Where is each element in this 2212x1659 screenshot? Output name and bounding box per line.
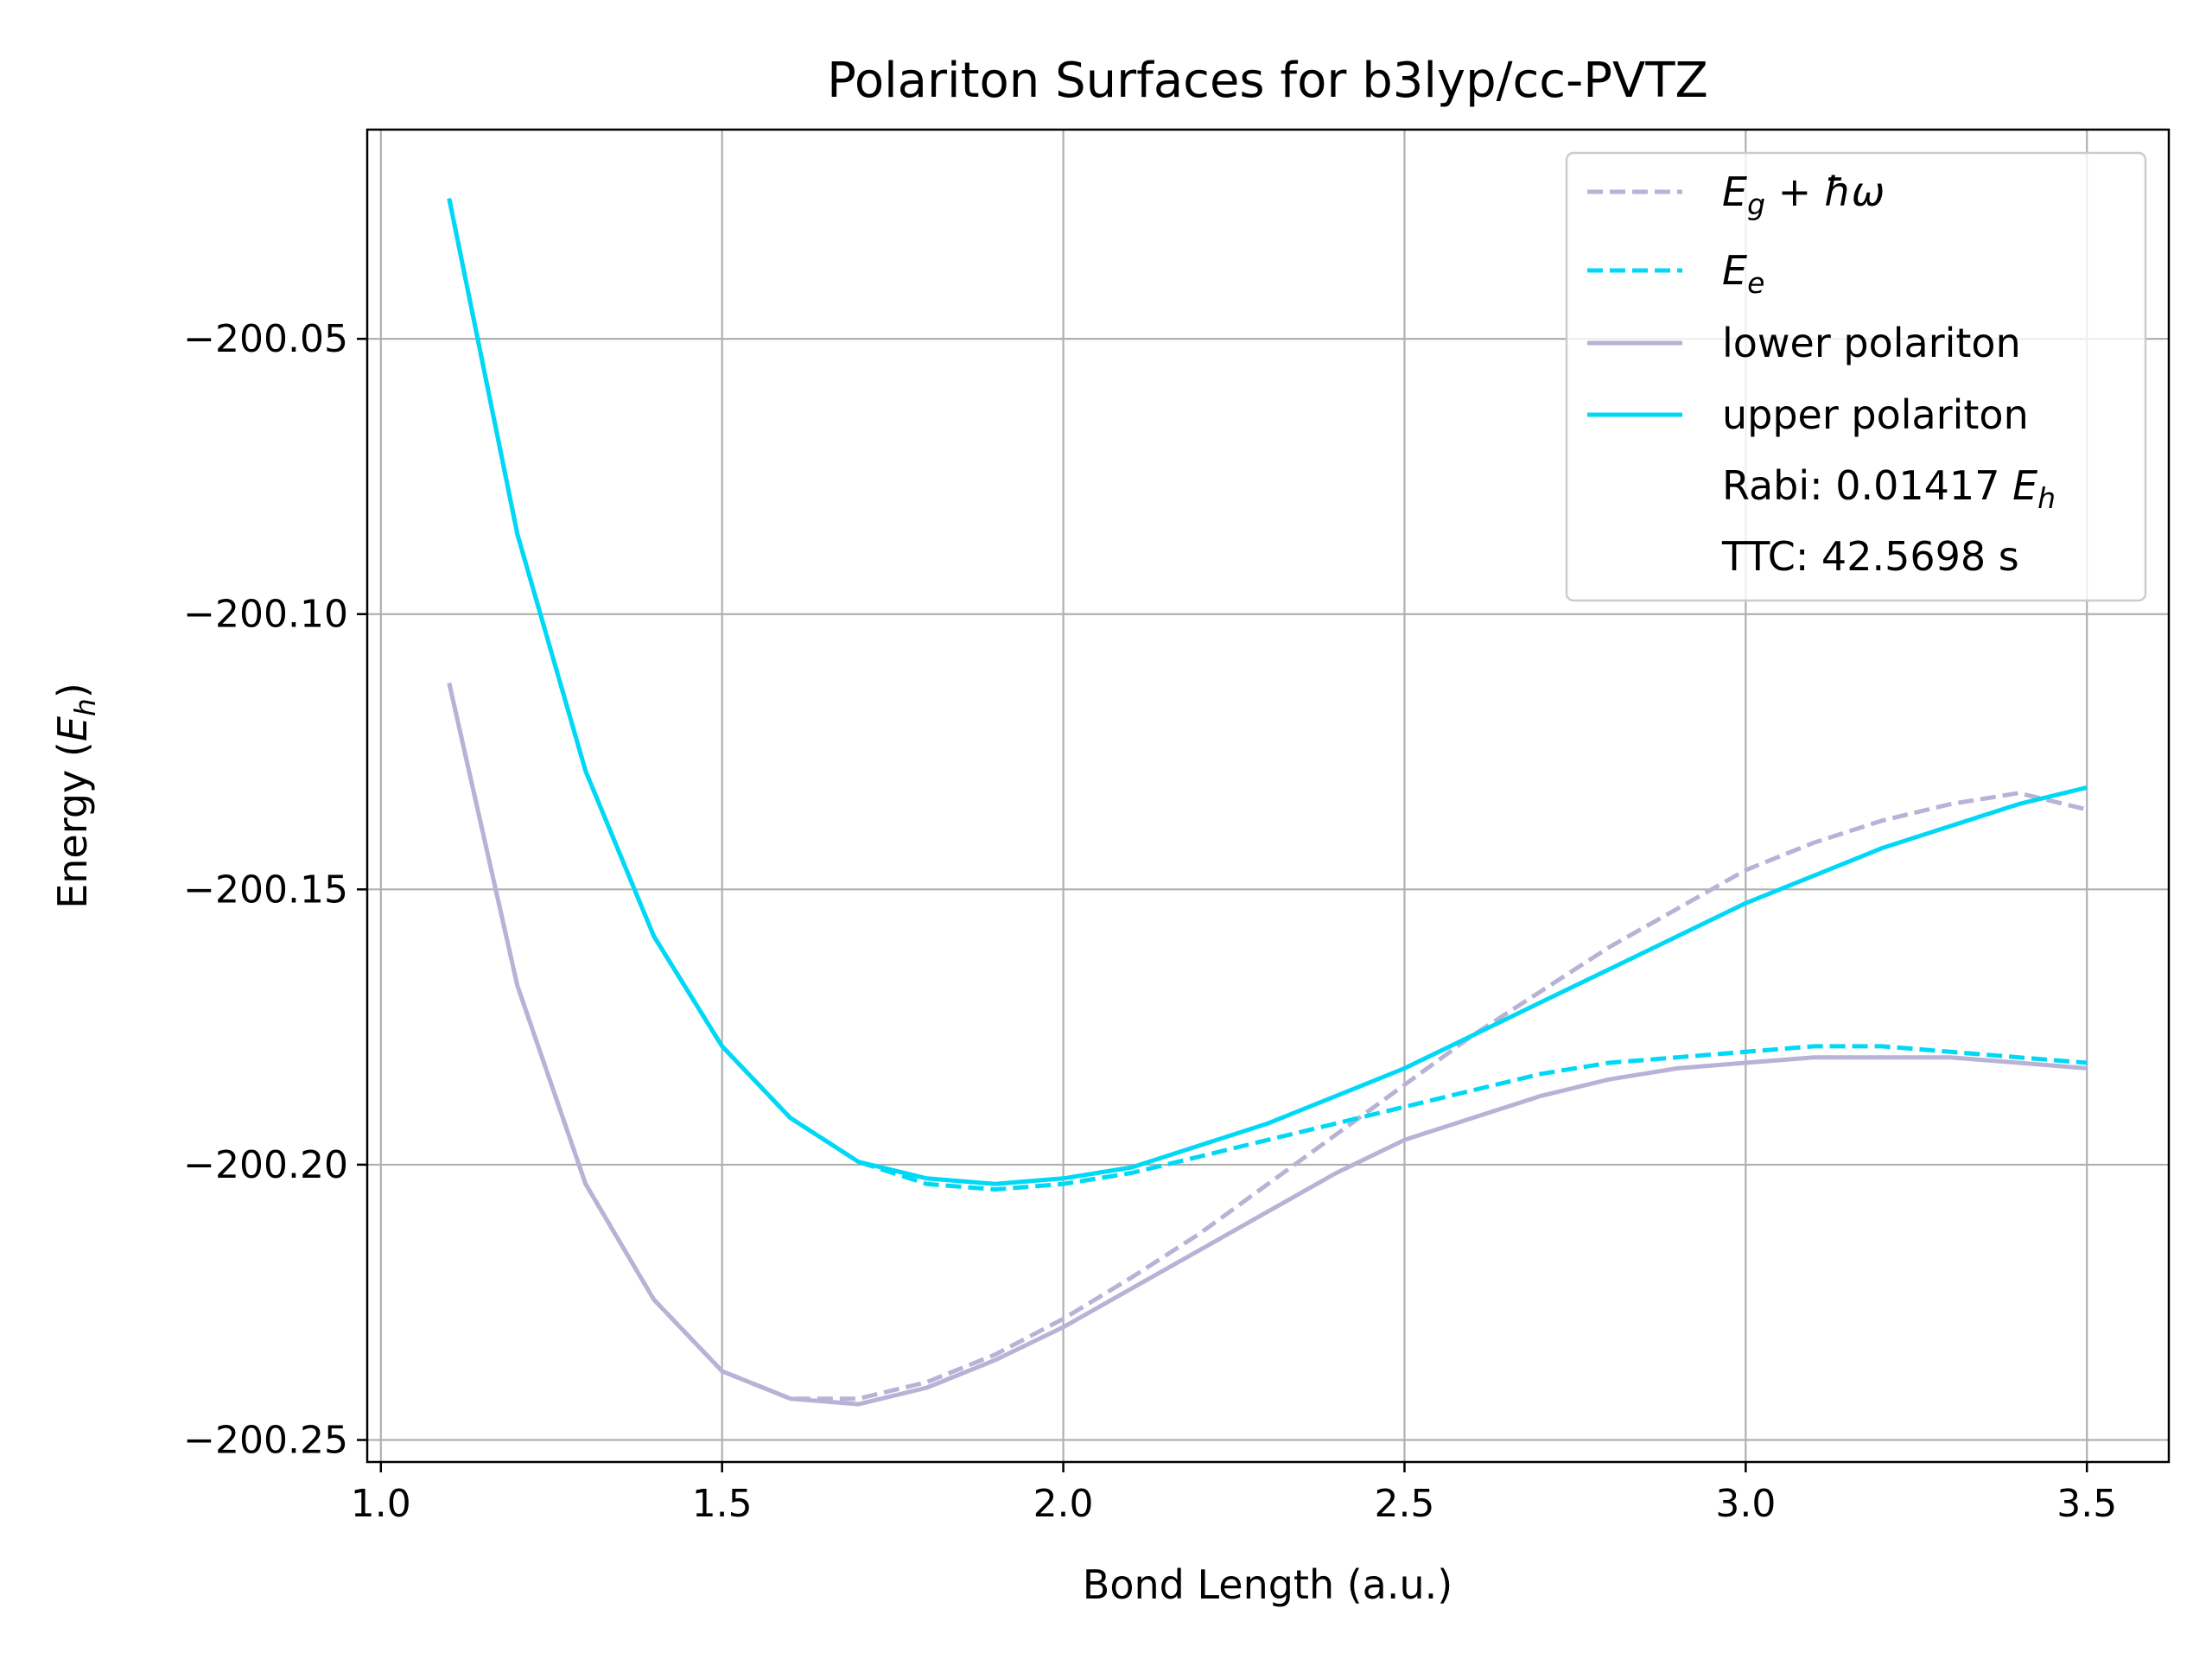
legend-label-up: upper polariton [1722, 391, 2029, 438]
x-tick-label: 2.0 [1033, 1482, 1094, 1526]
legend: Eg + ħω Ee lower polariton upper polarit… [1565, 151, 2147, 602]
y-tick-label: −200.20 [183, 1143, 348, 1187]
x-tick-label: 3.0 [1715, 1482, 1776, 1526]
y-axis-label-prefix: Energy ( [49, 741, 96, 909]
chart-title: Polariton Surfaces for b3lyp/cc-PVTZ [827, 53, 1708, 109]
y-axis-label-symbol: E [49, 716, 96, 741]
legend-annotation-ttc: TTC: 42.5698 s [1721, 533, 2019, 580]
x-tick-label: 1.5 [692, 1482, 753, 1526]
series-line-up [447, 198, 2088, 1186]
y-axis-label-suffix: ) [49, 683, 96, 698]
x-tick-label: 2.5 [1374, 1482, 1434, 1526]
x-tick-label: 1.0 [351, 1482, 411, 1526]
plot-lines [447, 198, 2088, 1407]
y-tick-label: −200.05 [183, 317, 348, 361]
y-tick-label: −200.10 [183, 593, 348, 637]
axis-ticks: 1.0 1.5 2.0 2.5 3.0 3.5 −200.05 −200.10 −200.15 −… [183, 317, 2117, 1526]
x-tick-label: 3.5 [2056, 1482, 2117, 1526]
legend-label-eg: Eg + ħω [1722, 168, 1885, 221]
plot-frame [365, 128, 2171, 1464]
y-tick-label: −200.15 [183, 868, 348, 912]
y-axis-label-subscript: h [68, 698, 102, 716]
legend-label-lp: lower polariton [1722, 320, 2021, 366]
x-axis-label: Bond Length (a.u.) [1083, 1561, 1452, 1608]
series-line-ee [447, 198, 2088, 1192]
legend-annotation-rabi: Rabi: 0.01417 Eh [1722, 462, 2056, 515]
legend-box [1565, 151, 2147, 602]
legend-label-ee: Ee [1722, 247, 1764, 300]
series-line-lp [447, 682, 2088, 1407]
grid [367, 130, 2169, 1462]
y-axis-label: Energy (Eh) [49, 683, 102, 909]
y-tick-label: −200.25 [183, 1419, 348, 1463]
